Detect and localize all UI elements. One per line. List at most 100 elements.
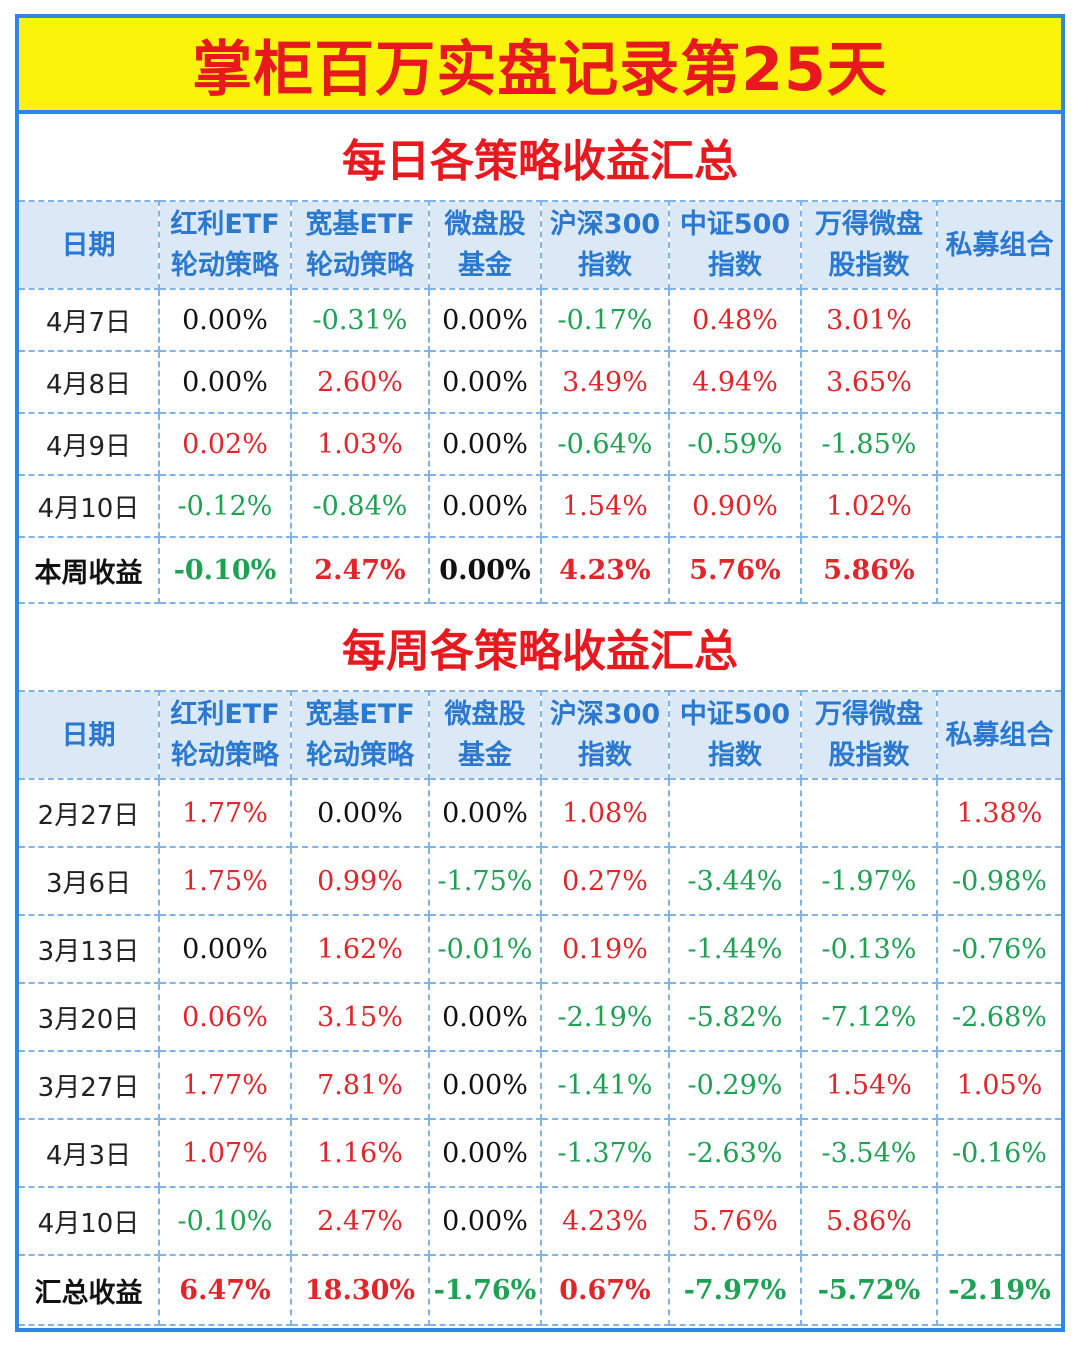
table-row: 2月27日 1.77% 0.00% 0.00% 1.08% 1.38% [19,778,1061,848]
return-cell: 1.75% [158,846,292,916]
column-header-line: 日期 [61,229,116,261]
column-header: 日期 [19,200,160,290]
column-header-line: 基金 [458,250,512,281]
return-cell: 0.00% [158,288,292,352]
column-header: 红利ETF 轮动策略 [158,690,292,780]
table-row: 3月20日 0.06% 3.15% 0.00% -2.19% -5.82% -7.12% -2… [19,982,1061,1052]
weekly-section-title: 每周各策略收益汇总 [342,626,738,677]
table-row: 3月27日 1.77% 7.81% 0.00% -1.41% -0.29% 1.54% 1.0… [19,1050,1061,1120]
return-cell: -2.63% [668,1118,802,1188]
table-row: 3月13日 0.00% 1.62% -0.01% 0.19% -1.44% -0.13% -0… [19,914,1061,984]
column-header-line: 轮动策略 [306,250,414,281]
return-cell: 0.48% [668,288,802,352]
return-cell: 0.00% [428,288,542,352]
return-cell: 1.05% [936,1050,1061,1120]
column-header-line: 万得微盘 [815,209,923,240]
return-cell: 0.00% [428,350,542,414]
return-cell: -3.54% [800,1118,938,1188]
return-cell: 3.15% [290,982,430,1052]
return-cell: 0.06% [158,982,292,1052]
daily-section-title: 每日各策略收益汇总 [342,136,738,187]
column-header-line: 指数 [578,250,632,281]
column-header: 万得微盘 股指数 [800,200,938,290]
return-cell [936,288,1061,352]
summary-cell: -1.76% [428,1254,542,1326]
return-cell [936,1186,1061,1256]
return-cell: -2.19% [540,982,670,1052]
column-header-line: 中证500 [679,209,791,240]
return-cell: 0.00% [428,778,542,848]
column-header-line: 轮动策略 [306,740,414,771]
column-header-line: 红利ETF [170,699,280,730]
return-cell: 0.00% [158,350,292,414]
return-cell: -0.84% [290,474,430,538]
date-cell: 4月7日 [19,288,160,352]
return-cell: 0.99% [290,846,430,916]
summary-cell: 0.00% [428,536,542,604]
return-cell: -0.64% [540,412,670,476]
column-header-line: 宽基ETF [305,209,415,240]
return-cell: 3.01% [800,288,938,352]
column-header-line: 沪深300 [549,209,661,240]
return-cell [936,350,1061,414]
column-header: 中证500 指数 [668,200,802,290]
table-row: 4月9日 0.02% 1.03% 0.00% -0.64% -0.59% -1.85% [19,412,1061,476]
return-cell: 4.94% [668,350,802,414]
return-cell: 0.00% [428,1050,542,1120]
column-header: 中证500 指数 [668,690,802,780]
summary-row: 本周收益 -0.10% 2.47% 0.00% 4.23% 5.76% 5.86% [19,536,1061,604]
daily-returns-table: 日期 红利ETF 轮动策略 宽基ETF 轮动策略 微盘股 基金 沪深300 指数 中证500 指数万… [19,200,1061,604]
return-cell: 5.86% [800,1186,938,1256]
return-cell: 5.76% [668,1186,802,1256]
return-cell: -1.41% [540,1050,670,1120]
date-cell: 4月9日 [19,412,160,476]
column-header-line: 宽基ETF [305,699,415,730]
return-cell: -0.76% [936,914,1061,984]
return-cell: -1.37% [540,1118,670,1188]
return-cell: 1.77% [158,778,292,848]
date-cell: 3月13日 [19,914,160,984]
return-cell: 0.19% [540,914,670,984]
return-cell: -0.98% [936,846,1061,916]
return-cell: -0.17% [540,288,670,352]
return-cell: 2.60% [290,350,430,414]
column-header-line: 股指数 [828,740,910,771]
column-header-line: 日期 [61,719,116,751]
return-cell: 1.02% [800,474,938,538]
return-cell: -0.13% [800,914,938,984]
column-header: 微盘股 基金 [428,690,542,780]
summary-cell: 4.23% [540,536,670,604]
column-header: 宽基ETF 轮动策略 [290,200,430,290]
summary-row: 汇总收益 6.47% 18.30% -1.76% 0.67% -7.97% -5.72% -2… [19,1254,1061,1326]
return-cell: 0.00% [428,474,542,538]
return-cell: -3.44% [668,846,802,916]
column-header-line: 股指数 [828,250,910,281]
return-cell: 0.02% [158,412,292,476]
summary-cell: 18.30% [290,1254,430,1326]
weekly-returns-table: 日期 红利ETF 轮动策略 宽基ETF 轮动策略 微盘股 基金 沪深300 指数 中证500 指数万… [19,690,1061,1326]
table-header-row: 日期 红利ETF 轮动策略 宽基ETF 轮动策略 微盘股 基金 沪深300 指数 中证500 指数万… [19,200,1061,290]
column-header: 日期 [19,690,160,780]
return-cell: -1.75% [428,846,542,916]
table-row: 4月8日 0.00% 2.60% 0.00% 3.49% 4.94% 3.65% [19,350,1061,414]
date-cell: 2月27日 [19,778,160,848]
column-header-line: 中证500 [679,699,791,730]
summary-cell: 5.86% [800,536,938,604]
return-cell: -5.82% [668,982,802,1052]
return-cell: 0.00% [428,1186,542,1256]
table-row: 4月3日 1.07% 1.16% 0.00% -1.37% -2.63% -3.54% -0.… [19,1118,1061,1188]
column-header: 私募组合 [936,200,1061,290]
title-banner: 掌柜百万实盘记录第25天 [19,18,1061,114]
date-cell: 3月27日 [19,1050,160,1120]
return-cell: 1.03% [290,412,430,476]
return-cell: 0.00% [428,412,542,476]
return-cell: 0.90% [668,474,802,538]
column-header-line: 沪深300 [549,699,661,730]
date-cell: 4月10日 [19,474,160,538]
return-cell: -1.97% [800,846,938,916]
return-cell: -0.01% [428,914,542,984]
return-cell: 1.77% [158,1050,292,1120]
column-header-line: 轮动策略 [171,740,279,771]
return-cell: -0.29% [668,1050,802,1120]
table-row: 4月7日 0.00% -0.31% 0.00% -0.17% 0.48% 3.01% [19,288,1061,352]
